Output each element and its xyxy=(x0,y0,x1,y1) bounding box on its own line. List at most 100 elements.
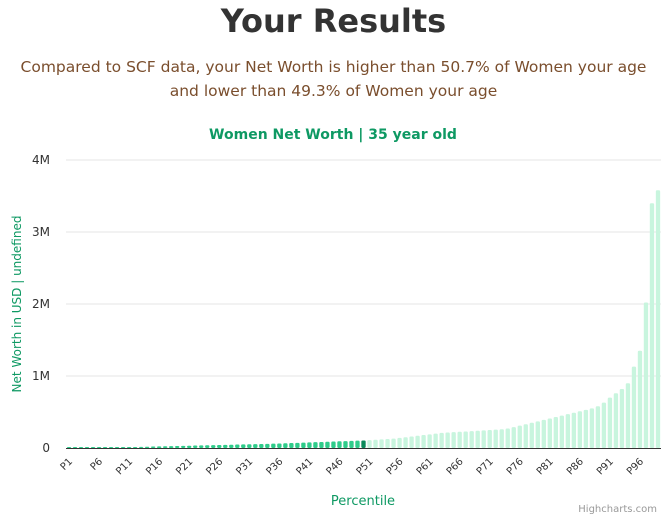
results-summary-line-2: and lower than 49.3% of Women your age xyxy=(169,82,498,100)
bar-p58 xyxy=(409,436,414,448)
x-tick-label: P21 xyxy=(174,456,195,477)
x-tick-label: P1 xyxy=(59,456,76,473)
credits-link[interactable]: Highcharts.com xyxy=(578,504,657,515)
bar-p83 xyxy=(559,415,564,448)
bar-p24 xyxy=(205,445,210,448)
bar-p99 xyxy=(655,190,661,449)
bar-p6 xyxy=(96,447,102,448)
bar-p10 xyxy=(120,447,126,448)
bar-p37 xyxy=(283,443,288,448)
bar-p41 xyxy=(307,442,312,448)
bar-p73 xyxy=(499,429,504,448)
bar-p66 xyxy=(457,431,462,448)
x-tick-label: P46 xyxy=(325,456,346,477)
bar-p11 xyxy=(126,447,132,448)
bar-p69 xyxy=(475,430,480,448)
bar-p79 xyxy=(535,421,540,448)
bar-p1 xyxy=(66,447,72,448)
bar-p33 xyxy=(259,443,264,448)
bar-p55 xyxy=(391,438,396,448)
bar-p26 xyxy=(217,444,222,448)
bar-p68 xyxy=(469,431,474,448)
bar-p65 xyxy=(451,432,456,448)
bar-p28 xyxy=(229,444,234,448)
bar-p16 xyxy=(156,446,162,448)
bar-p12 xyxy=(132,446,138,448)
x-tick-label: P66 xyxy=(445,456,466,477)
bar-p70 xyxy=(481,430,486,448)
bar-p47 xyxy=(343,441,348,448)
bar-p53 xyxy=(379,439,384,448)
bar-p59 xyxy=(415,435,420,448)
bar-p80 xyxy=(541,419,546,448)
bar-p89 xyxy=(595,406,601,448)
x-tick-label: P71 xyxy=(475,456,496,477)
chart-title: Women Net Worth | 35 year old xyxy=(209,127,457,143)
bar-p8 xyxy=(108,447,114,448)
bar-p32 xyxy=(253,444,258,448)
y-axis-title: Net Worth in USD | undefined xyxy=(10,216,24,393)
results-summary-line-1: Compared to SCF data, your Net Worth is … xyxy=(20,58,647,76)
bar-p30 xyxy=(241,444,246,448)
bar-p7 xyxy=(102,447,108,448)
bar-p91 xyxy=(607,397,613,448)
bar-p57 xyxy=(403,437,408,448)
bar-p4 xyxy=(84,447,90,448)
bar-p25 xyxy=(211,445,216,448)
bar-p93 xyxy=(619,388,625,448)
bar-p2 xyxy=(72,447,78,448)
y-tick-label: 4M xyxy=(32,153,50,167)
bar-p44 xyxy=(325,441,330,448)
bar-p45 xyxy=(331,441,336,448)
bar-p54 xyxy=(385,439,390,448)
bar-p95 xyxy=(631,366,637,448)
x-tick-label: P11 xyxy=(114,456,135,477)
bar-p43 xyxy=(319,441,324,448)
x-tick-label: P61 xyxy=(415,456,436,477)
bar-p72 xyxy=(493,429,498,448)
bar-p62 xyxy=(433,433,438,448)
bar-p46 xyxy=(337,441,342,448)
bar-p84 xyxy=(565,414,571,448)
x-tick-label: P26 xyxy=(204,456,225,477)
x-axis-title: Percentile xyxy=(331,494,395,509)
bar-p9 xyxy=(114,447,120,448)
x-tick-label: P31 xyxy=(234,456,255,477)
bar-p14 xyxy=(144,446,150,448)
bar-p3 xyxy=(78,447,84,448)
bar-p27 xyxy=(223,444,228,448)
bar-p90 xyxy=(601,402,607,448)
y-tick-label: 3M xyxy=(32,225,50,239)
bar-p56 xyxy=(397,437,402,448)
bar-p78 xyxy=(529,422,534,448)
page-title: Your Results xyxy=(220,2,447,40)
x-tick-label: P86 xyxy=(565,456,586,477)
bar-p98 xyxy=(649,203,655,448)
bar-p74 xyxy=(505,428,510,448)
bar-p15 xyxy=(150,446,156,448)
bar-p29 xyxy=(235,444,240,448)
x-tick-label: P36 xyxy=(264,456,285,477)
bar-p76 xyxy=(517,425,522,448)
x-tick-label: P51 xyxy=(355,456,376,477)
bar-p34 xyxy=(265,443,270,448)
bar-p71 xyxy=(487,430,492,448)
bar-p40 xyxy=(301,442,306,448)
bar-p23 xyxy=(199,445,204,448)
bar-p48 xyxy=(349,440,354,448)
bar-p21 xyxy=(187,445,192,448)
bar-p42 xyxy=(313,442,318,448)
bar-p94 xyxy=(625,383,631,448)
bar-p36 xyxy=(277,443,282,448)
bar-p87 xyxy=(583,409,589,448)
y-tick-label: 2M xyxy=(32,297,50,311)
bar-p88 xyxy=(589,408,595,448)
bar-p39 xyxy=(295,442,300,448)
bar-p67 xyxy=(463,431,468,448)
bar-p22 xyxy=(193,445,198,448)
bar-p61 xyxy=(427,434,432,448)
bar-p13 xyxy=(138,446,144,448)
x-tick-label: P56 xyxy=(385,456,406,477)
bar-p19 xyxy=(175,445,180,448)
